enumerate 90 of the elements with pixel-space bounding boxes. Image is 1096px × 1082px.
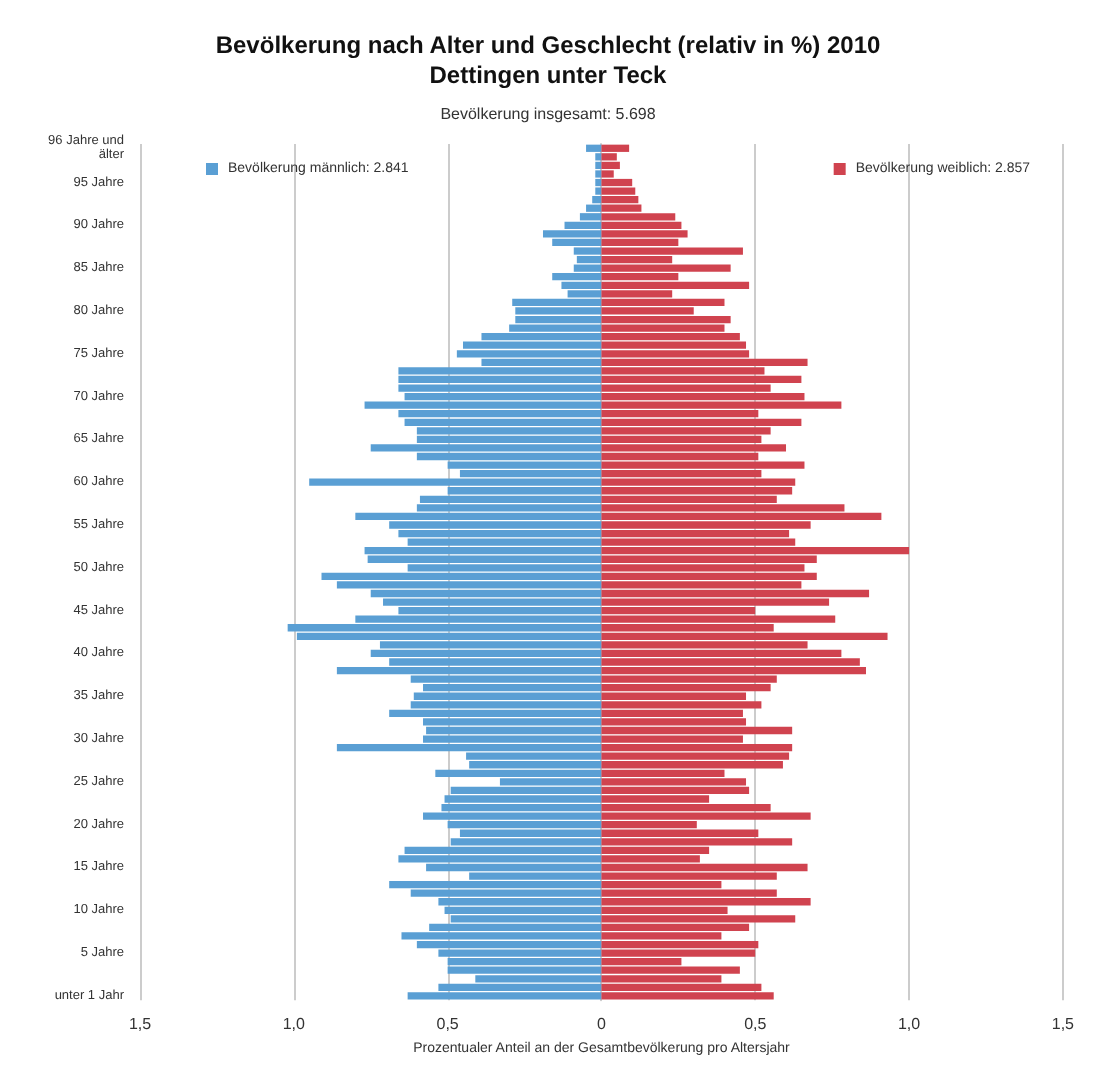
bar bbox=[601, 572, 817, 581]
bar bbox=[444, 795, 602, 803]
x-tick-label: 1,5 bbox=[1051, 1015, 1076, 1034]
bar bbox=[601, 992, 774, 1000]
bar bbox=[426, 726, 602, 735]
bar bbox=[515, 315, 602, 324]
bar bbox=[601, 701, 762, 709]
bar bbox=[601, 444, 787, 452]
bar bbox=[601, 487, 793, 495]
bar bbox=[364, 401, 602, 409]
bar bbox=[463, 341, 602, 349]
bar bbox=[355, 512, 602, 521]
bar bbox=[601, 478, 796, 486]
bar bbox=[601, 213, 676, 221]
bar bbox=[321, 572, 602, 581]
bar bbox=[398, 367, 602, 375]
bar bbox=[601, 726, 793, 735]
bar bbox=[601, 315, 731, 324]
bar bbox=[336, 743, 602, 752]
x-tick-label: 1,5 bbox=[128, 1015, 153, 1034]
bar bbox=[552, 273, 602, 281]
bar bbox=[601, 418, 802, 426]
bar bbox=[370, 649, 602, 658]
bar bbox=[601, 666, 866, 675]
bar bbox=[398, 855, 602, 863]
bar bbox=[413, 692, 602, 700]
bar bbox=[601, 512, 882, 521]
bar bbox=[601, 615, 836, 623]
bar bbox=[601, 187, 636, 195]
bar bbox=[601, 281, 750, 289]
bar bbox=[456, 350, 602, 358]
bar bbox=[601, 178, 633, 187]
bar bbox=[595, 178, 602, 187]
bar bbox=[515, 307, 602, 315]
bar bbox=[601, 298, 725, 307]
bar bbox=[389, 880, 602, 889]
bar bbox=[401, 932, 602, 940]
x-tick-label: 1,0 bbox=[897, 1015, 922, 1034]
bar bbox=[601, 786, 750, 795]
bar bbox=[601, 915, 796, 923]
bar bbox=[601, 341, 747, 349]
bar bbox=[601, 589, 870, 598]
chart-title: Bevölkerung nach Alter und Geschlecht (relativ in %) 2010 Dettingen unter Teck bbox=[215, 31, 881, 89]
chart-subtitle: Bevölkerung insgesamt: 5.698 bbox=[440, 105, 657, 123]
bar bbox=[398, 384, 602, 392]
bar bbox=[601, 898, 811, 906]
bar bbox=[309, 478, 602, 486]
bar bbox=[601, 778, 747, 786]
bar bbox=[404, 418, 602, 426]
bar bbox=[542, 230, 602, 238]
bar bbox=[601, 264, 731, 272]
x-tick-label: 0,5 bbox=[744, 1015, 768, 1034]
bar bbox=[586, 144, 602, 152]
x-tick-label: 1,0 bbox=[282, 1015, 307, 1034]
bar bbox=[601, 658, 860, 666]
bar bbox=[389, 709, 602, 718]
bar bbox=[601, 761, 783, 769]
bar bbox=[601, 401, 842, 409]
bar bbox=[601, 144, 630, 152]
bar bbox=[601, 743, 793, 752]
bar bbox=[601, 812, 811, 820]
bar bbox=[444, 906, 602, 914]
bar bbox=[447, 966, 602, 974]
x-tick-label: 0,5 bbox=[436, 1015, 460, 1034]
x-tick-label: 0 bbox=[596, 1015, 607, 1034]
bar bbox=[576, 255, 602, 264]
bar bbox=[398, 375, 602, 384]
bar bbox=[601, 461, 805, 469]
bar bbox=[601, 752, 790, 760]
bar bbox=[512, 298, 602, 307]
bar bbox=[423, 812, 602, 820]
bar bbox=[601, 838, 793, 846]
bar bbox=[595, 161, 602, 170]
bar bbox=[595, 170, 602, 178]
bar bbox=[450, 786, 602, 795]
bar bbox=[601, 230, 688, 238]
bar bbox=[601, 161, 620, 170]
bar bbox=[367, 555, 602, 563]
bar bbox=[407, 992, 602, 1000]
bar bbox=[336, 666, 602, 675]
bar bbox=[595, 187, 602, 195]
bar bbox=[586, 204, 602, 212]
bar bbox=[287, 624, 602, 632]
bar bbox=[601, 375, 802, 384]
bar bbox=[601, 940, 759, 949]
bar bbox=[601, 247, 743, 255]
bar bbox=[601, 863, 808, 872]
bar bbox=[601, 966, 740, 974]
bar bbox=[601, 949, 756, 957]
bar bbox=[370, 444, 602, 452]
